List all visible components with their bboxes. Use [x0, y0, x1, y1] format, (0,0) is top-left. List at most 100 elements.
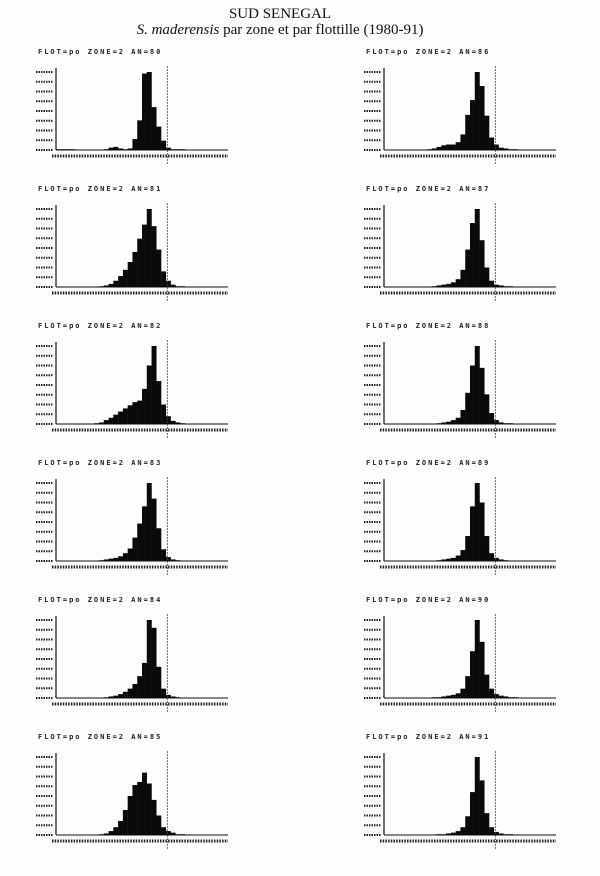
panel-title: FLOT=po ZONE=2 AN=91 [366, 733, 491, 741]
histogram-bar [180, 423, 186, 424]
histogram-bar [460, 409, 466, 424]
histogram-bar [165, 694, 171, 698]
panel-title: FLOT=po ZONE=2 AN=81 [38, 185, 163, 193]
histogram-bar [151, 346, 157, 424]
histogram-bar [484, 394, 490, 424]
histogram-bar [151, 498, 157, 561]
histogram-bar [460, 827, 466, 835]
histogram-bar [127, 548, 133, 561]
histogram-bar [180, 834, 186, 835]
histogram-bar [146, 209, 152, 287]
histogram-bar [108, 417, 114, 424]
histogram-bar [498, 559, 504, 561]
histogram-bar [455, 417, 461, 424]
histogram-bar [156, 381, 162, 424]
histogram-bar [484, 536, 490, 561]
histogram-chart [364, 340, 556, 438]
histogram-bar [170, 149, 176, 150]
histogram-bar [161, 827, 167, 835]
histogram-bar [450, 144, 456, 150]
histogram-bar [118, 148, 124, 150]
histogram-bar [446, 283, 452, 287]
histogram-bar [108, 696, 114, 698]
histogram-bar [137, 676, 143, 698]
histogram-bar [156, 126, 162, 150]
histogram-bar [441, 559, 447, 561]
histogram-bar [156, 249, 162, 287]
histogram-bar [161, 404, 167, 424]
histogram-bar [175, 149, 181, 150]
histogram-bar [479, 86, 485, 150]
histogram-bar [146, 365, 152, 424]
panel-title: FLOT=po ZONE=2 AN=86 [366, 48, 491, 56]
histogram-bar [161, 271, 167, 287]
histogram-bar [460, 269, 466, 287]
histogram-bar [493, 284, 499, 287]
page-subtitle: S. maderensis par zone et par flottille … [0, 22, 580, 39]
histogram-panel: FLOT=po ZONE=2 AN=88 [364, 322, 576, 452]
histogram-bar [108, 283, 114, 287]
histogram-bar [127, 262, 133, 287]
histogram-bar [503, 286, 509, 287]
panel-title: FLOT=po ZONE=2 AN=83 [38, 459, 163, 467]
histogram-bar [137, 120, 143, 150]
panel-title: FLOT=po ZONE=2 AN=89 [366, 459, 491, 467]
histogram-bar [146, 620, 152, 698]
histogram-bar [436, 560, 442, 561]
histogram-bar [99, 422, 104, 424]
histogram-bar [436, 423, 442, 424]
histogram-bar [99, 560, 104, 561]
histogram-bar [513, 697, 518, 698]
histogram-bar [165, 831, 171, 835]
histogram-bar [474, 209, 480, 287]
histogram-bar [460, 134, 466, 150]
histogram-bar [436, 285, 442, 287]
histogram-bar [450, 557, 456, 561]
histogram-bar [508, 697, 514, 698]
histogram-panel: FLOT=po ZONE=2 AN=80 [36, 48, 248, 178]
histogram-bar [103, 697, 109, 698]
histogram-bar [508, 286, 514, 287]
histogram-panel: FLOT=po ZONE=2 AN=82 [36, 322, 248, 452]
histogram-bar [455, 555, 461, 561]
histogram-bar [474, 757, 480, 835]
histogram-bar [99, 286, 104, 287]
histogram-bar [170, 559, 176, 561]
histogram-bar [113, 280, 119, 287]
histogram-bar [470, 100, 475, 150]
histogram-panel: FLOT=po ZONE=2 AN=84 [36, 596, 248, 726]
histogram-bar [122, 553, 128, 561]
histogram-bar [132, 785, 138, 835]
histogram-bar [180, 149, 186, 150]
panel-title: FLOT=po ZONE=2 AN=84 [38, 596, 163, 604]
histogram-chart [36, 340, 228, 438]
histogram-chart [36, 66, 228, 164]
histogram-bar [479, 502, 485, 561]
histogram-bar [493, 831, 499, 835]
panel-title: FLOT=po ZONE=2 AN=85 [38, 733, 163, 741]
histogram-bar [118, 411, 124, 424]
histogram-bar [165, 416, 171, 424]
histogram-bar [127, 688, 133, 698]
histogram-bar [137, 400, 143, 424]
histogram-bar [455, 142, 461, 150]
histogram-bar [503, 148, 509, 150]
histogram-bar [151, 799, 157, 835]
histogram-bar [431, 697, 437, 698]
histogram-bar [175, 697, 181, 698]
histogram-bar [118, 556, 124, 561]
page-title: SUD SENEGAL [228, 6, 332, 22]
histogram-bar [132, 402, 138, 424]
histogram-bar [170, 284, 176, 287]
histogram-bar [470, 223, 475, 287]
histogram-bar [170, 420, 176, 424]
histogram-bar [498, 285, 504, 287]
histogram-bar [56, 149, 61, 150]
histogram-bar [94, 423, 100, 424]
histogram-bar [146, 783, 152, 835]
histogram-panel: FLOT=po ZONE=2 AN=85 [36, 733, 248, 863]
histogram-bar [151, 226, 157, 287]
histogram-bar [446, 558, 452, 561]
histogram-bar [493, 144, 499, 150]
histogram-bar [455, 831, 461, 835]
